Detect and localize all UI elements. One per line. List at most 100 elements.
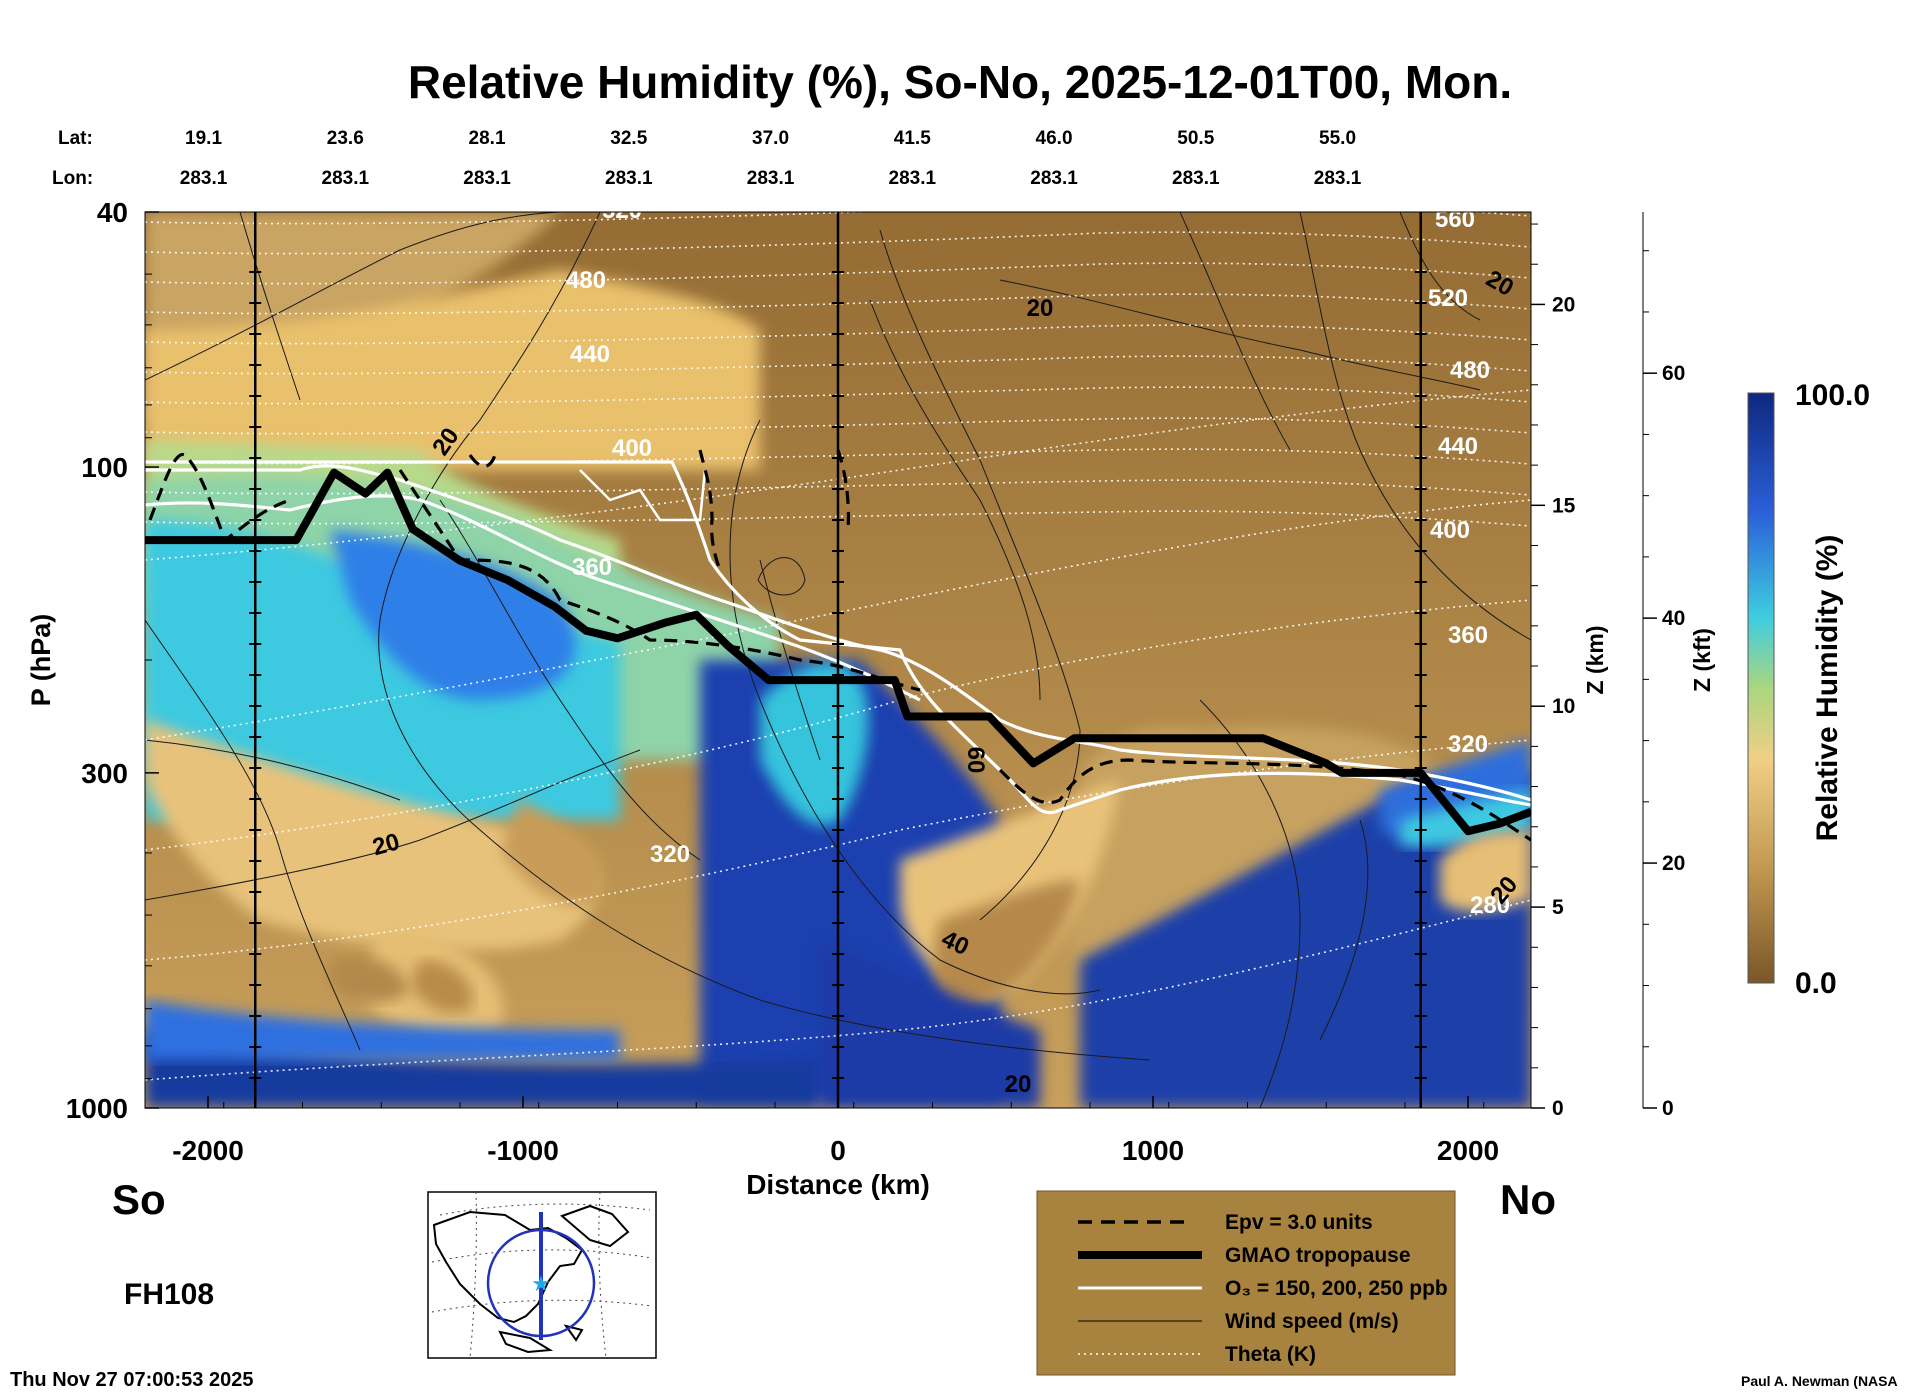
humidity-region <box>145 270 760 470</box>
wind-speed-contours <box>145 212 1531 1108</box>
wind-speed-label: 20 <box>1005 1071 1032 1098</box>
wind-speed-contour <box>999 279 1481 391</box>
colorbar-max-label: 100.0 <box>1795 379 1870 412</box>
wind-speed-contour <box>1399 212 1481 321</box>
forecast-hour-label: FH108 <box>124 1278 214 1311</box>
z-kft-axis-label: Z (kft) <box>1689 628 1715 692</box>
ozone-contours <box>145 460 1531 815</box>
wind-speed-contour <box>757 557 806 596</box>
ozone-contour <box>145 494 921 702</box>
theta-label: 480 <box>566 267 606 294</box>
lon-value: 283.1 <box>1314 168 1362 189</box>
lon-value: 283.1 <box>1172 168 1220 189</box>
epv-contour <box>698 449 722 571</box>
tropopause-line <box>145 468 1531 836</box>
theta-contours <box>145 212 1531 1081</box>
plot-area: 520 480 440 400 360 320 280 560 520 480 440 400 360 3… <box>145 197 1531 1108</box>
theta-contour <box>145 231 1531 255</box>
lat-label: Lat: <box>58 128 93 149</box>
legend-theta-label: Theta (K) <box>1225 1343 1316 1366</box>
humidity-region <box>145 520 620 820</box>
lon-value: 283.1 <box>322 168 370 189</box>
legend-wind-label: Wind speed (m/s) <box>1225 1310 1399 1333</box>
lon-value: 283.1 <box>1030 168 1078 189</box>
z-km-tick-label: 15 <box>1552 494 1576 517</box>
inset-center-star-icon: ★ <box>531 1271 551 1296</box>
theta-contour <box>145 389 1531 561</box>
colorbar <box>1747 392 1775 984</box>
theta-label: 360 <box>572 554 612 581</box>
theta-label: 320 <box>650 841 690 868</box>
z-kft-axis: 0 20 40 60 <box>1642 212 1685 1120</box>
wind-speed-contour <box>439 499 701 861</box>
wind-speed-contour <box>239 212 301 401</box>
legend-tropopause-label: GMAO tropopause <box>1225 1244 1411 1267</box>
wind-speed-contour <box>729 419 1101 995</box>
theta-label: 560 <box>1435 206 1475 233</box>
humidity-region <box>500 800 606 906</box>
z-km-axis-label: Z (km) <box>1582 626 1608 695</box>
lon-value: 283.1 <box>463 168 511 189</box>
z-km-tick-label: 5 <box>1552 896 1564 919</box>
y-tick-label: 40 <box>97 197 128 228</box>
wind-speed-contour <box>879 229 1081 921</box>
lat-value: 23.6 <box>327 128 364 149</box>
ozone-contour <box>145 460 1531 815</box>
epv-contour <box>468 454 497 468</box>
wind-speed-contour <box>759 559 821 761</box>
theta-contour <box>145 262 1531 285</box>
humidity-region <box>1080 770 1531 1108</box>
y-axis-pressure: 40 100 300 1000 <box>66 197 159 1124</box>
lat-value: 50.5 <box>1177 128 1214 149</box>
wind-speed-label: 60 <box>962 747 989 774</box>
theta-contour <box>145 739 1531 961</box>
humidity-region <box>820 940 1040 1108</box>
lon-value: 283.1 <box>605 168 653 189</box>
legend: Epv = 3.0 units GMAO tropopause O₃ = 150… <box>1036 1190 1456 1376</box>
lat-value: 37.0 <box>752 128 789 149</box>
lon-value: 283.1 <box>747 168 795 189</box>
z-km-tick-label: 0 <box>1552 1097 1564 1120</box>
wind-speed-label: 20 <box>1027 295 1054 322</box>
humidity-region <box>330 530 576 700</box>
theta-label: 400 <box>1430 517 1470 544</box>
z-km-tick-label: 10 <box>1552 695 1575 718</box>
theta-label: 520 <box>602 197 642 224</box>
theta-contour <box>145 355 1531 375</box>
x-axis: -2000 -1000 0 1000 2000 <box>144 1096 1499 1166</box>
theta-label: 360 <box>1448 622 1488 649</box>
wind-speed-contour <box>1179 212 1291 451</box>
epv-contours <box>148 449 1531 842</box>
wind-speed-contour <box>145 619 361 1051</box>
theta-contour <box>145 448 1531 465</box>
humidity-region <box>330 956 410 1003</box>
legend-epv-label: Epv = 3.0 units <box>1225 1211 1373 1234</box>
y-axis-label: P (hPa) <box>26 614 56 707</box>
epv-contour <box>998 758 1531 842</box>
chart-title: Relative Humidity (%), So-No, 2025-12-01… <box>408 56 1512 108</box>
humidity-region <box>933 880 1080 1010</box>
lat-value: 41.5 <box>894 128 931 149</box>
humidity-region <box>145 1030 820 1108</box>
z-km-axis: 0 5 10 15 20 <box>1530 212 1576 1120</box>
theta-contour <box>145 510 1531 527</box>
north-label: No <box>1500 1176 1556 1223</box>
lat-value: 32.5 <box>610 128 647 149</box>
theta-contour <box>145 417 1531 435</box>
theta-contour <box>145 293 1531 315</box>
theta-label: 440 <box>1438 433 1478 460</box>
lon-value: 283.1 <box>889 168 937 189</box>
lat-lon-header: Lat: Lon: 19.1 23.6 28.1 32.5 37.0 41.5 46.0 50… <box>52 128 1362 189</box>
y-tick-label: 100 <box>81 452 128 483</box>
theta-contour <box>145 386 1531 405</box>
ozone-contour <box>145 464 1531 802</box>
theta-label: 440 <box>570 341 610 368</box>
lon-label: Lon: <box>52 168 93 189</box>
wind-speed-contour <box>1319 819 1369 1041</box>
wind-speed-contour <box>145 739 401 801</box>
theta-contour <box>145 479 1531 496</box>
wind-speed-contour <box>145 212 561 381</box>
z-kft-tick-label: 20 <box>1662 852 1685 875</box>
lat-value: 28.1 <box>469 128 506 149</box>
